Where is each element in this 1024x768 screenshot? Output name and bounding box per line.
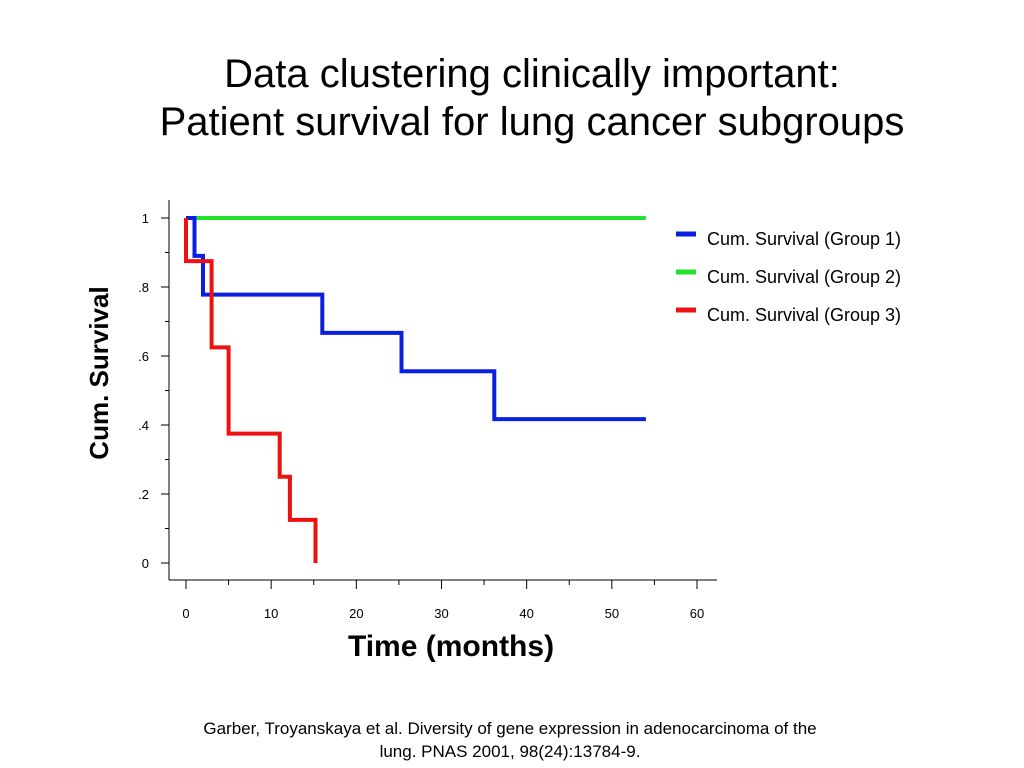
chart-axes: 0.2.4.6.810 10 20 30 40 50 60	[138, 200, 717, 621]
survival-chart: 0.2.4.6.810 10 20 30 40 50 60 Cum. Survival (G…	[84, 200, 901, 663]
y-tick-label: .6	[138, 349, 149, 364]
y-tick-label: .2	[138, 487, 149, 502]
chart-legend: Cum. Survival (Group 1) Cum. Survival (Gr…	[676, 229, 901, 325]
slide-title: Data clustering clinically important: Pa…	[40, 50, 1024, 146]
series-line-group-1	[186, 216, 646, 422]
x-tick-label: 0	[182, 606, 189, 621]
x-tick-label: 60	[690, 606, 704, 621]
legend-label-group-3: Cum. Survival (Group 3)	[707, 305, 901, 325]
series-line-group-3	[184, 218, 318, 563]
y-tick-label: 0	[142, 556, 149, 571]
y-tick-label: 1	[142, 211, 149, 226]
y-tick-label: .8	[138, 280, 149, 295]
slide-title-line1: Data clustering clinically important:	[224, 52, 840, 96]
x-tick-label: 20	[349, 606, 363, 621]
citation-line1: Garber, Troyanskaya et al. Diversity of …	[203, 719, 817, 738]
legend-label-group-1: Cum. Survival (Group 1)	[707, 229, 901, 249]
x-tick-label: 50	[605, 606, 619, 621]
x-tick-label: 40	[519, 606, 533, 621]
citation: Garber, Troyanskaya et al. Diversity of …	[140, 717, 880, 763]
x-tick-label: 30	[434, 606, 448, 621]
slide-title-line2: Patient survival for lung cancer subgrou…	[159, 100, 905, 144]
x-tick-label: 10	[264, 606, 278, 621]
y-axis-title: Cum. Survival	[84, 286, 114, 459]
x-axis-title: Time (months)	[348, 630, 554, 663]
chart-series	[184, 216, 646, 563]
y-tick-label: .4	[138, 418, 149, 433]
legend-label-group-2: Cum. Survival (Group 2)	[707, 267, 901, 287]
citation-line2: lung. PNAS 2001, 98(24):13784-9.	[379, 742, 641, 761]
